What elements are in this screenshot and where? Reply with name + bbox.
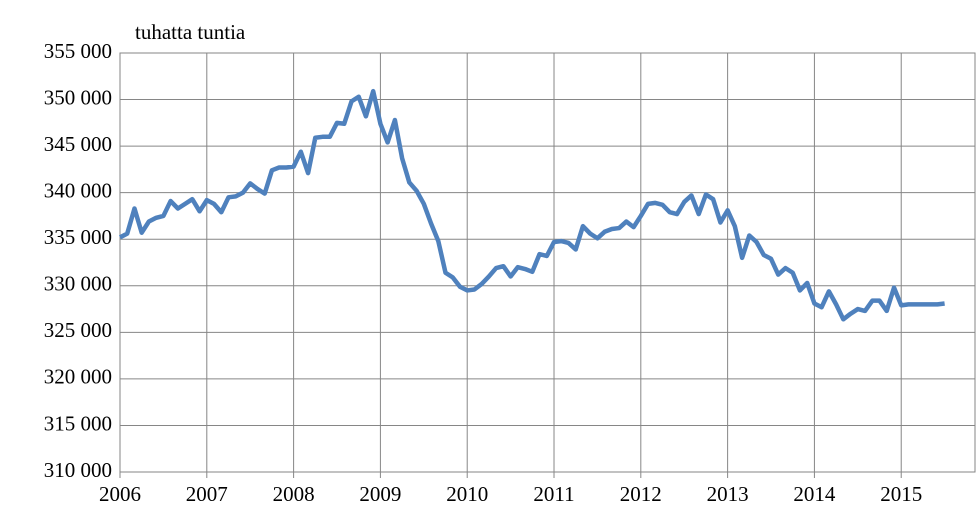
x-tick-label: 2006 [99,482,141,506]
plot-border [119,52,976,473]
x-tick-label: 2014 [793,482,836,506]
x-tick-label: 2011 [533,482,574,506]
y-tick-label: 315 000 [44,411,112,435]
data-line [118,88,945,322]
x-tick-label: 2008 [273,482,315,506]
y-tick-label: 335 000 [44,225,112,249]
y-tick-label: 350 000 [44,85,112,109]
x-tick-label: 2015 [880,482,922,506]
y-tick-label: 330 000 [44,272,112,296]
x-tick-label: 2007 [186,482,228,506]
y-tick-label: 340 000 [44,178,112,202]
y-tick-label: 355 000 [44,39,112,63]
y-tick-label: 325 000 [44,318,112,342]
x-tick-label: 2013 [707,482,749,506]
x-tick-label: 2009 [359,482,401,506]
x-tick-label: 2012 [620,482,662,506]
y-axis-label: tuhatta tuntia [135,20,246,44]
y-tick-label: 345 000 [44,132,112,156]
y-tick-label: 310 000 [44,458,112,482]
y-tick-label: 320 000 [44,365,112,389]
x-tick-label: 2010 [446,482,488,506]
